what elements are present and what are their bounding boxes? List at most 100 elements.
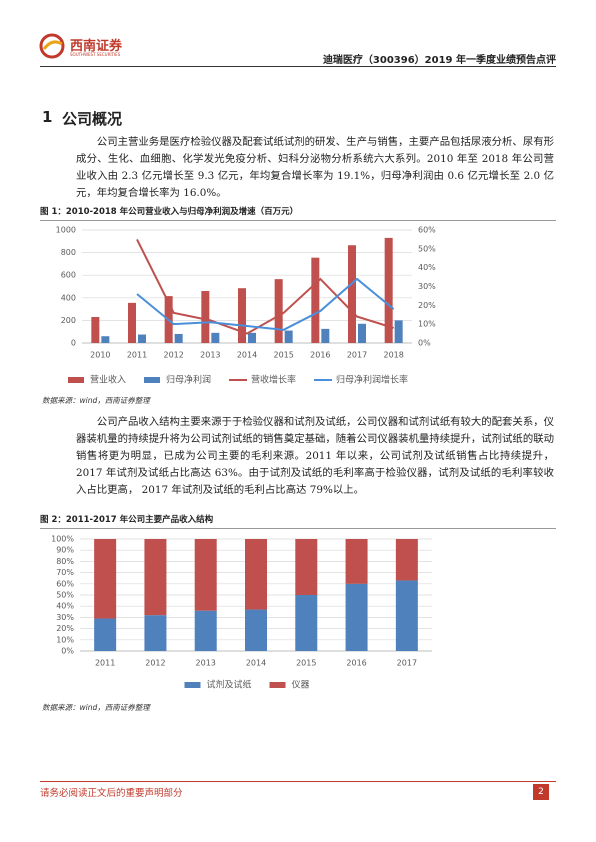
x-tick-label: 2017: [397, 659, 417, 668]
y-tick-label: 40%: [56, 602, 74, 611]
y-tick-label: 0%: [61, 647, 74, 656]
bar: [194, 610, 217, 651]
footer-rule: [40, 781, 556, 782]
bar: [201, 291, 210, 343]
x-tick-label: 2015: [273, 351, 293, 360]
y-tick-label: 400: [61, 293, 76, 302]
paragraph: 公司产品收入结构主要来源于于检验仪器和试剂及试纸，公司仪器和试剂试纸有较大的配套…: [76, 416, 554, 496]
bar: [295, 595, 318, 651]
bar: [274, 279, 283, 343]
y-tick-label: 0: [71, 339, 76, 348]
bar: [345, 583, 368, 651]
x-tick-label: 2017: [347, 351, 367, 360]
bar: [128, 302, 136, 343]
legend-label: 仪器: [292, 680, 310, 691]
x-tick-label: 2013: [200, 351, 220, 360]
bar: [91, 317, 100, 343]
bar: [345, 539, 368, 584]
header-title: 迪瑞医疗（300396）2019 年一季度业绩预告点评: [322, 55, 556, 66]
paragraph: 公司主营业务是医疗检验仪器及配套试纸试剂的研发、生产与销售，主要产品包括尿液分析…: [76, 136, 554, 199]
bar: [395, 539, 418, 581]
section-number: 1: [42, 108, 53, 126]
legend-swatch: [68, 377, 84, 383]
x-tick-label: 2018: [383, 351, 403, 360]
bar: [101, 336, 110, 343]
x-tick-label: 2014: [246, 659, 266, 668]
bar: [394, 320, 403, 343]
bar: [348, 245, 356, 343]
y-tick-label: 60%: [56, 579, 74, 588]
chart: 0 200 400 600 800 1000 0% 10% 20% 30% 40% 50% 60% 201…: [56, 226, 437, 386]
legend-label: 试剂及试纸: [207, 679, 252, 691]
x-tick-label: 2011: [95, 659, 115, 668]
page-number: 2: [533, 784, 549, 800]
bar: [238, 288, 246, 343]
y2-tick-label: 50%: [418, 244, 436, 253]
x-tick-label: 2011: [127, 351, 147, 360]
y-tick-label: 30%: [56, 613, 74, 622]
y-tick-label: 50%: [56, 591, 74, 600]
y2-tick-label: 0%: [418, 339, 431, 348]
y-tick-label: 600: [61, 271, 76, 280]
bar: [194, 539, 217, 611]
header-rule: [40, 66, 556, 67]
x-tick-label: 2012: [163, 351, 183, 360]
chart: 0% 10% 20% 30% 40% 50% 60% 70% 80% 90% 100% 2011 201…: [51, 535, 432, 691]
x-tick-label: 2016: [346, 659, 366, 668]
y-tick-label: 100%: [51, 535, 74, 544]
legend-swatch: [144, 377, 160, 383]
bar: [311, 257, 320, 343]
x-tick-label: 2014: [237, 351, 257, 360]
logo-emblem: [39, 33, 65, 59]
bar: [295, 539, 318, 595]
bar: [174, 333, 183, 343]
line: [136, 277, 395, 331]
bar: [144, 615, 167, 651]
y-tick-label: 20%: [56, 624, 74, 633]
x-tick-label: 2010: [90, 351, 110, 360]
y-tick-label: 1000: [56, 226, 76, 235]
bar: [358, 323, 366, 343]
logo-subtext: SOUTHWEST SECURITIES: [70, 52, 121, 57]
figure-caption: 图 1：2010-2018 年公司营业收入与归母净利润及增速（百万元）: [40, 205, 556, 221]
legend-label: 归母净利润: [166, 374, 211, 386]
legend-swatch: [184, 682, 201, 688]
bar: [211, 332, 220, 343]
y2-tick-label: 10%: [418, 320, 436, 329]
x-tick-label: 2016: [310, 351, 330, 360]
y-tick-label: 200: [61, 316, 76, 325]
bar: [138, 334, 146, 343]
logo-text: 西南证券: [70, 39, 123, 54]
legend-label: 归母净利润增长率: [336, 374, 408, 386]
x-tick-label: 2015: [296, 659, 316, 668]
y-tick-label: 800: [61, 248, 76, 257]
bar: [384, 237, 393, 343]
section-title: 公司概况: [62, 110, 123, 128]
y-tick-label: 80%: [56, 557, 74, 566]
figure-source: 数据来源：wind，西南证券整理: [42, 703, 150, 712]
bar: [284, 330, 293, 343]
legend-label: 营收增长率: [251, 374, 296, 386]
bar: [94, 539, 117, 619]
figure-caption: 图 2：2011-2017 年公司主要产品收入结构: [40, 513, 556, 529]
legend-label: 营业收入: [90, 374, 126, 386]
bar: [144, 539, 167, 616]
y2-tick-label: 40%: [418, 263, 436, 272]
bar: [248, 332, 256, 343]
x-tick-label: 2012: [145, 659, 165, 668]
y-tick-label: 70%: [56, 568, 74, 577]
bar: [245, 609, 267, 651]
bar: [245, 539, 267, 610]
y2-tick-label: 20%: [418, 301, 436, 310]
figure-source: 数据来源：wind，西南证券整理: [42, 396, 150, 405]
bar: [395, 580, 418, 651]
x-tick-label: 2013: [196, 659, 216, 668]
legend-swatch: [269, 682, 286, 688]
bar: [94, 618, 117, 651]
y-tick-label: 10%: [56, 635, 74, 644]
line: [136, 238, 394, 335]
y2-tick-label: 60%: [418, 226, 436, 235]
y2-tick-label: 30%: [418, 282, 436, 291]
footer-notice: 请务必阅读正文后的重要声明部分: [40, 788, 183, 799]
